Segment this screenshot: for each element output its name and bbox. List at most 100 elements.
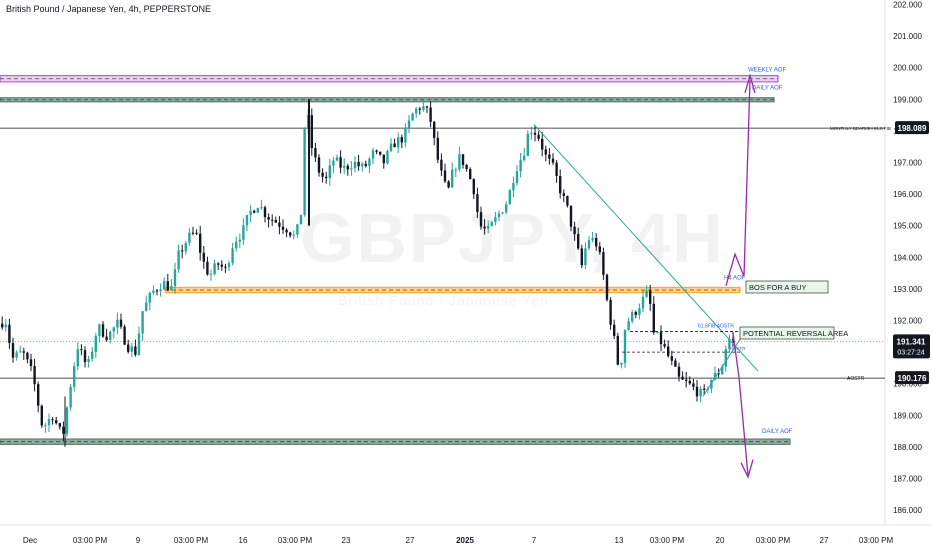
price-axis-tick-label: 190.000: [893, 380, 922, 389]
candle-body: [19, 351, 22, 353]
candle-body: [566, 195, 569, 206]
candle-body: [224, 266, 227, 268]
candle-body: [476, 194, 479, 213]
h4-aof-label: H4 AOF: [724, 275, 746, 281]
price-axis-tick-label: 186.000: [893, 506, 922, 515]
candle-body: [627, 321, 630, 331]
candle-body: [44, 425, 47, 427]
candle-body: [350, 168, 353, 170]
candle-body: [613, 324, 616, 336]
candle-body: [580, 248, 583, 266]
price-axis-tick-label: 188.000: [893, 443, 922, 452]
bearish-arrowhead: [740, 459, 754, 479]
candle-body: [11, 342, 15, 358]
candle-body: [454, 169, 457, 171]
candle-body: [447, 181, 450, 188]
candle-body: [343, 165, 346, 168]
candle-body: [62, 426, 65, 434]
candle-body: [472, 179, 475, 195]
candle-body: [677, 366, 681, 377]
candle-body: [541, 138, 544, 150]
candle-body: [58, 423, 61, 427]
symbol-watermark-description: British Pound / Japanese Yen: [338, 292, 549, 308]
candle-body: [4, 324, 7, 328]
price-axis-tick-label: 187.000: [893, 475, 922, 484]
candle-body: [634, 312, 637, 315]
candle-body: [80, 349, 83, 351]
candle-body: [181, 250, 184, 252]
candle-body: [281, 226, 285, 230]
candle-body: [317, 157, 321, 173]
price-axis-tick-label: 194.000: [893, 253, 922, 262]
candle-body: [292, 234, 295, 236]
candle-body: [577, 234, 580, 249]
candle-body: [206, 261, 209, 275]
candle-body: [652, 303, 655, 333]
time-axis-tick-label: 7: [532, 536, 537, 545]
level-price-tag: [895, 371, 929, 385]
candle-body: [209, 274, 213, 276]
candle-body: [422, 106, 425, 110]
candle-body: [29, 359, 33, 367]
candle-body: [8, 324, 11, 343]
candle-body: [37, 384, 40, 406]
candle-body: [271, 219, 274, 221]
candle-body: [227, 263, 231, 267]
candle-body: [584, 248, 587, 266]
candle-body: [544, 149, 547, 155]
candle-body: [339, 157, 342, 168]
candle-body: [656, 332, 659, 334]
price-axis-tick-label: 202.000: [893, 1, 922, 10]
aostr-small-label: AOSTR: [730, 346, 746, 351]
candle-body: [231, 248, 234, 264]
candle-body: [335, 157, 339, 161]
candle-body: [440, 159, 443, 171]
candle-body: [562, 193, 565, 196]
candle-body: [609, 299, 612, 325]
candle-body: [26, 352, 29, 360]
candle-body: [573, 226, 576, 235]
candle-body: [591, 238, 594, 241]
candle-body: [368, 158, 371, 167]
price-axis-tick-label: 199.000: [893, 95, 922, 104]
candle-body: [623, 330, 627, 363]
candle-body: [249, 210, 252, 216]
candle-body: [699, 388, 702, 397]
candle-body: [145, 302, 148, 312]
candle-body: [177, 250, 180, 270]
candle-body: [325, 176, 328, 178]
candle-body: [253, 210, 256, 213]
price-axis-tick-label: 192.000: [893, 317, 922, 326]
candle-body: [289, 232, 292, 236]
candle-body: [94, 336, 97, 352]
fib-aostr-label: 61.8FIB AOSTR: [698, 324, 734, 330]
candle-body: [98, 324, 101, 337]
candle-body: [717, 373, 720, 375]
bullish-arrowhead: [744, 73, 756, 94]
bullish-projection-arrow[interactable]: [725, 80, 751, 286]
candle-body: [526, 133, 529, 156]
candle-body: [645, 290, 648, 297]
candle-body: [130, 346, 133, 352]
candle-body: [83, 350, 87, 362]
bearish-projection-arrow[interactable]: [732, 333, 749, 476]
candle-body: [242, 225, 245, 240]
level-price-tag-text: 190.176: [898, 374, 927, 383]
candle-body: [681, 376, 684, 380]
candle-body: [688, 380, 691, 384]
candle-body: [551, 158, 555, 163]
candle-body: [47, 419, 51, 426]
candle-body: [116, 319, 119, 328]
candle-body: [638, 308, 641, 315]
candle-body: [404, 127, 407, 143]
candle-body: [667, 346, 670, 357]
trendline-ascending[interactable]: [702, 336, 743, 397]
candle-body: [163, 281, 166, 290]
trendline-descending[interactable]: [533, 124, 759, 372]
candle-body: [505, 204, 508, 213]
candle-body: [631, 312, 634, 322]
candle-body: [296, 224, 299, 235]
candle-body: [533, 132, 537, 135]
candle-body: [674, 360, 677, 367]
